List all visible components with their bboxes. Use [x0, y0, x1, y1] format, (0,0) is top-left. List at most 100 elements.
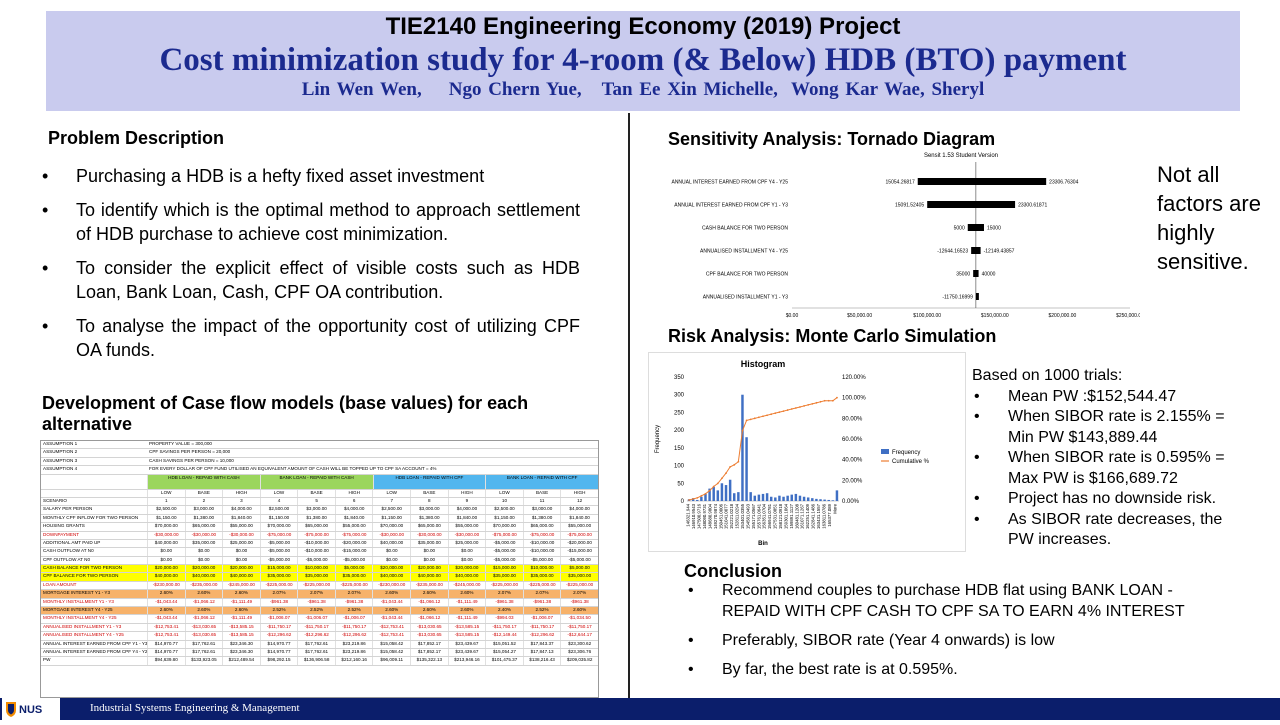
table-cell: $65,000.00: [410, 523, 448, 531]
cumulative-point: [811, 402, 814, 405]
row-label: SCENARIO: [43, 497, 67, 503]
table-cell: $14,970.77: [147, 648, 185, 657]
table-cell: -$961.38: [297, 598, 335, 607]
table-cell: $55,000.00: [334, 523, 373, 531]
table-cell: -$13,585.15: [222, 632, 260, 640]
title-banner: TIE2140 Engineering Economy (2019) Proje…: [46, 11, 1240, 111]
category-label: ANNUAL INTEREST EARNED FROM CPF Y4 - Y25: [671, 180, 788, 186]
cumulative-point: [708, 489, 711, 492]
table-cell: $23,306.76: [560, 648, 598, 657]
sensitivity-title: Sensitivity Analysis: Tornado Diagram: [668, 129, 996, 149]
table-cell: -$5,000.00: [560, 556, 598, 565]
cumulative-point: [692, 498, 695, 500]
table-row: ANNUALISED INSTALLMENT Y1 - Y3 -$12,753.4…: [41, 623, 598, 633]
table-cell: $15,058.42: [372, 640, 410, 648]
table-cell: -$75,000.00: [522, 531, 561, 539]
table-cell: 12: [560, 497, 598, 506]
table-cell: 2.07%: [259, 590, 298, 598]
table-cell: -$13,585.15: [222, 623, 260, 632]
table-cell: $0.00: [447, 556, 486, 565]
high-value-label: 15000: [987, 226, 1001, 232]
mc-list: Mean PW :$152,544.47 When SIBOR rate is …: [972, 387, 1252, 551]
table-cell: $15,054.27: [485, 648, 523, 657]
table-cell: $20,000.00: [372, 565, 410, 573]
table-cell: -$1,043.44: [147, 598, 185, 607]
table-cell: $4,000.00: [334, 506, 373, 514]
cumulative-point: [733, 463, 736, 466]
table-cell: 2.60%: [372, 607, 410, 615]
table-cell: $14,970.77: [147, 640, 185, 648]
table-cell: $0.00: [410, 556, 448, 565]
table-cell: $1,380.00: [522, 514, 561, 523]
table-row: ANNUAL INTEREST EARNED FROM CPF Y4 - Y25…: [41, 648, 598, 658]
table-cell: $40,000.00: [184, 573, 223, 581]
nus-logo-text: NUS: [19, 704, 42, 716]
histogram-bar: [749, 492, 752, 501]
table-cell: -$225,000.00: [297, 581, 335, 590]
x-tick-label: 150451.0006: [718, 503, 723, 529]
course-title: TIE2140 Engineering Economy (2019) Proje…: [385, 13, 901, 40]
table-cell: $15,000.00: [259, 565, 298, 573]
x-tick-label: 146910.9543: [691, 503, 696, 529]
histogram-bar: [806, 497, 810, 501]
table-cell: -$13,030.65: [184, 623, 223, 632]
row-label: ANNUALISED INSTALLMENT Y1 - Y3: [43, 623, 122, 629]
table-cell: -$1,034.50: [560, 615, 598, 623]
table-cell: BASE: [522, 489, 561, 497]
table-cell: $35,000.00: [410, 539, 448, 548]
table-cell: -$75,000.00: [334, 531, 373, 539]
cumulative-point: [745, 419, 748, 422]
table-cell: -$11,750.17: [560, 623, 598, 632]
table-row: LOAN AMOUNT -$230,000.00 -$235,000.00 -$245…: [41, 581, 598, 591]
x-tick-label: 157531.0851: [773, 503, 778, 529]
table-cell: -$10,000.00: [297, 539, 335, 548]
row-label: ANNUALISED INSTALLMENT Y4 - Y25: [43, 632, 124, 638]
table-cell: -$1,006.07: [297, 615, 335, 623]
table-cell: -$20,000.00: [334, 539, 373, 548]
cumulative-point: [753, 417, 756, 420]
y-tick-label: 0: [681, 499, 685, 505]
cumulative-point: [819, 400, 822, 403]
histogram-bar: [712, 486, 715, 501]
table-cell: $94,639.80: [147, 657, 185, 665]
cumulative-point: [782, 410, 785, 412]
row-label: HOUSING GRANTS: [43, 523, 85, 529]
x-tick-label: $250,000.00: [1116, 313, 1140, 319]
cumulative-point: [704, 492, 707, 495]
table-cell: $1,150.00: [485, 514, 523, 523]
table-cell: $5,000.00: [560, 565, 598, 573]
development-title: Development of Case flow models (base va…: [42, 393, 529, 434]
list-item: To analyse the impact of the opportunity…: [40, 314, 580, 362]
table-cell: $213,946.16: [447, 657, 486, 665]
table-cell: HIGH: [447, 489, 486, 497]
table-cell: $1,840.00: [560, 514, 598, 523]
table-cell: 1: [147, 497, 185, 506]
y-tick-label: 150: [674, 446, 685, 452]
histogram-bar: [704, 493, 707, 501]
table-cell: -$12,296.62: [522, 632, 561, 640]
table-cell: $10,000.00: [522, 565, 561, 573]
table-cell: BASE: [297, 489, 335, 497]
cumulative-point: [757, 416, 760, 419]
group-header: BANK LOAN - REPAID WITH CPF: [485, 474, 598, 489]
table-cell: 2.60%: [447, 590, 486, 598]
list-item: When SIBOR rate is 2.155% = Min PW $143,…: [972, 407, 1252, 448]
histogram-bar: [769, 496, 773, 501]
table-cell: -$1,066.12: [410, 598, 448, 607]
table-cell: $2,500.00: [485, 506, 523, 514]
group-header: HDB LOAN - REPAID WITH CASH: [147, 474, 260, 489]
histogram-bar: [778, 495, 781, 501]
x-tick-label: 155171.0567: [751, 503, 756, 529]
table-row: CASH BALANCE FOR TWO PERSON $20,000.00 $20…: [41, 565, 598, 574]
table-cell: 2.60%: [147, 607, 185, 615]
histogram-bar: [823, 499, 826, 501]
table-cell: $10,000.00: [297, 565, 335, 573]
table-cell: $20,000.00: [184, 565, 223, 573]
table-cell: -$230,000.00: [372, 581, 410, 590]
assumption-text: FOR EVERY DOLLAR OF CPF FUND UTILISED AN…: [149, 466, 437, 472]
table-cell: $212,489.54: [222, 657, 260, 665]
level-row: LOW BASE HIGH LOW BASE HIGH LOW BASE HIGH LOW BASE…: [41, 489, 598, 498]
table-cell: $25,000.00: [222, 539, 260, 548]
x-tick-label: $0.00: [786, 313, 799, 319]
histogram-bar: [827, 499, 830, 501]
